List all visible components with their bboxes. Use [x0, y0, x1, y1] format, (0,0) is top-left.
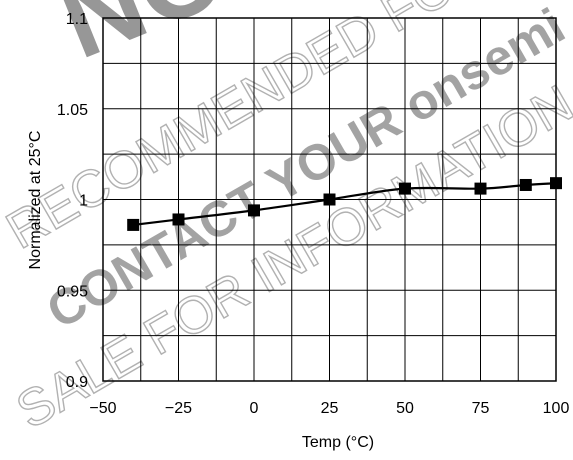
series-markers [127, 177, 562, 231]
series-line [133, 182, 557, 227]
x-tick-label: 25 [321, 400, 339, 417]
x-tick-label: 75 [472, 400, 490, 417]
data-point-marker [248, 204, 260, 217]
plot-frame [102, 17, 557, 382]
y-axis-label: Normalized at 25°C [27, 131, 44, 270]
x-tick-labels: −50 −25 0 25 50 75 100 [89, 400, 569, 417]
data-point-marker [474, 182, 487, 195]
watermark-line-3: SALE FOR INFORMATION [7, 74, 573, 440]
data-point-marker [399, 182, 411, 195]
x-axis-label: Temp (°C) [302, 434, 374, 451]
data-point-marker [550, 177, 562, 190]
y-tick-label: 1 [79, 193, 88, 210]
data-point-marker [519, 178, 532, 191]
x-tick-label: 100 [543, 400, 570, 417]
data-point-marker [127, 218, 140, 231]
y-tick-label: 0.95 [57, 283, 88, 300]
x-tick-label: 50 [396, 400, 414, 417]
y-tick-labels: 0.9 0.95 1 1.05 1.1 [57, 11, 88, 391]
y-tick-label: 0.9 [66, 374, 88, 391]
y-tick-label: 1.05 [57, 102, 88, 119]
x-tick-label: −25 [165, 400, 192, 417]
data-point-marker [323, 193, 336, 206]
x-tick-label: −50 [89, 400, 116, 417]
x-tick-label: 0 [250, 400, 259, 417]
data-point-marker [172, 213, 185, 226]
y-tick-label: 1.1 [66, 11, 88, 28]
